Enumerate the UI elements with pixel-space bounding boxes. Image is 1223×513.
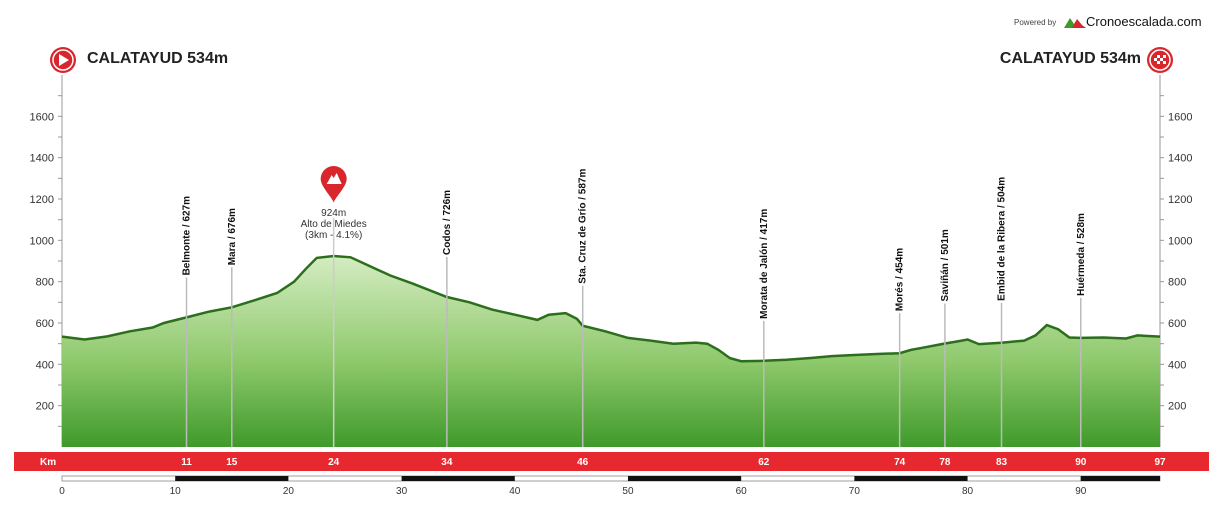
km-band-label: 34 (441, 457, 453, 468)
y-tick-label-left: 800 (36, 277, 54, 289)
climb-elevation: 924m (321, 208, 346, 219)
mountain-icon (326, 173, 342, 184)
profile-area (62, 256, 1160, 447)
waypoint-label: Morés / 454m (895, 248, 906, 311)
waypoint-label: Codos / 726m (442, 190, 453, 255)
y-tick-label-left: 1000 (30, 235, 54, 247)
scale-segment (627, 476, 742, 481)
brand-name: Cronoescalada.com (1086, 14, 1202, 29)
km-band-label: 74 (894, 457, 906, 468)
x-tick-label: 60 (736, 486, 748, 497)
km-band-label: 62 (758, 457, 770, 468)
climb-name: Alto de Miedes (301, 219, 367, 230)
finish-title: CALATAYUD 534m (999, 50, 1141, 67)
x-tick-label: 20 (283, 486, 295, 497)
waypoint-label: Sta. Cruz de Grío / 587m (578, 169, 589, 284)
finish-flag-icon (1147, 47, 1173, 73)
climb-details: (3km - 4.1%) (305, 230, 362, 241)
x-tick-label: 0 (59, 486, 65, 497)
km-band-label: 90 (1075, 457, 1087, 468)
y-tick-label-left: 1400 (30, 153, 54, 165)
waypoint-label: Saviñán / 501m (940, 229, 951, 301)
y-tick-label-right: 400 (1168, 359, 1186, 371)
waypoint-label: Belmonte / 627m (182, 196, 193, 276)
km-band (14, 452, 1209, 471)
x-tick-label: 50 (622, 486, 634, 497)
km-band-label: 83 (996, 457, 1008, 468)
x-tick-label: 80 (962, 486, 974, 497)
scale-segment (854, 476, 968, 481)
mountain-logo-icon (1064, 18, 1086, 28)
y-tick-label-left: 1600 (30, 111, 54, 123)
x-tick-label: 30 (396, 486, 408, 497)
km-band-label: 46 (577, 457, 589, 468)
scale-segment (401, 476, 515, 481)
scale-segment (1080, 476, 1160, 481)
km-band-label: 11 (181, 457, 192, 468)
y-tick-label-left: 200 (36, 401, 54, 413)
km-band-title: Km (40, 457, 56, 468)
start-title: CALATAYUD 534m (87, 50, 229, 67)
y-tick-label-right: 600 (1168, 318, 1186, 330)
brand-logo[interactable]: Cronoescalada.com (1064, 14, 1202, 29)
y-tick-label-right: 1000 (1168, 235, 1192, 247)
waypoint-label: Embid de la Ribera / 504m (997, 177, 1008, 301)
y-tick-label-right: 200 (1168, 401, 1186, 413)
km-band-label: 97 (1154, 457, 1166, 468)
km-band-label: 24 (328, 457, 340, 468)
waypoint-label: Morata de Jalón / 417m (759, 209, 770, 319)
y-tick-label-right: 1400 (1168, 153, 1192, 165)
x-tick-label: 70 (849, 486, 861, 497)
y-tick-label-left: 1200 (30, 194, 54, 206)
km-band-label: 78 (939, 457, 951, 468)
waypoint-label: Huérmeda / 528m (1076, 213, 1087, 296)
x-tick-label: 40 (509, 486, 521, 497)
y-tick-label-left: 600 (36, 318, 54, 330)
start-play-icon (50, 47, 76, 73)
x-tick-label: 10 (170, 486, 182, 497)
x-tick-label: 90 (1075, 486, 1087, 497)
climb-pin-icon (320, 166, 347, 203)
y-tick-label-right: 800 (1168, 277, 1186, 289)
scale-segment (175, 476, 289, 481)
km-band-label: 15 (226, 457, 238, 468)
powered-by-text: Powered by (1014, 18, 1057, 27)
y-tick-label-left: 400 (36, 359, 54, 371)
waypoint-label: Mara / 676m (227, 208, 238, 265)
y-tick-label-right: 1600 (1168, 111, 1192, 123)
y-tick-label-right: 1200 (1168, 194, 1192, 206)
